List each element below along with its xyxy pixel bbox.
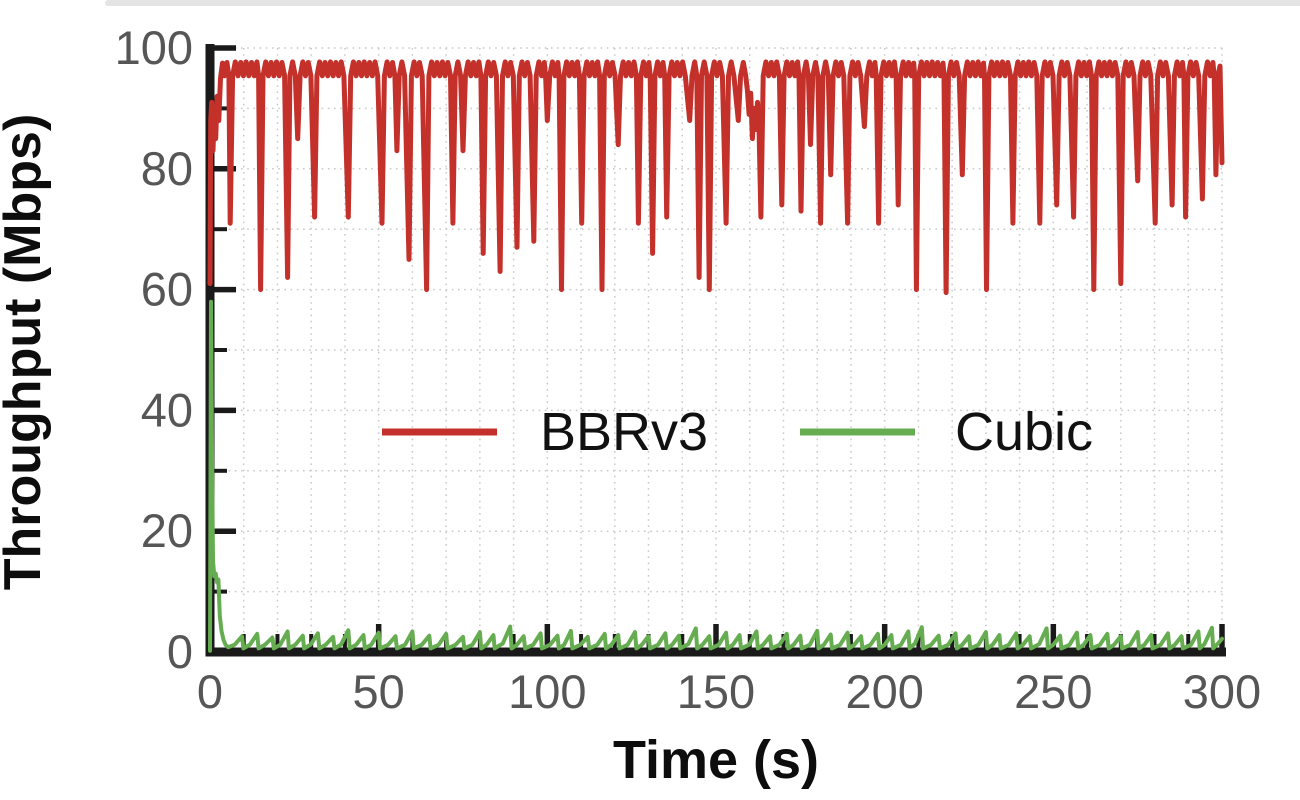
x-tick-label: 300 <box>1183 665 1261 718</box>
x-axis-title: Time (s) <box>613 730 819 790</box>
x-tick-label: 250 <box>1014 665 1092 718</box>
y-axis-title: Throughput (Mbps) <box>0 114 52 591</box>
y-tick-label: 100 <box>115 21 193 74</box>
series-layer <box>207 59 1225 653</box>
x-tick-label: 50 <box>353 665 405 718</box>
x-tick-label: 150 <box>677 665 755 718</box>
legend-label-cubic: Cubic <box>955 402 1093 462</box>
y-tick-label: 40 <box>141 383 193 436</box>
y-tick-label: 0 <box>167 625 193 678</box>
bbrv3-line <box>207 59 1225 296</box>
tick-label-layer: 0 20 40 60 80 100 0 50 100 150 200 250 300 <box>115 21 1262 718</box>
x-tick-label: 200 <box>845 665 923 718</box>
x-tick-label: 100 <box>508 665 586 718</box>
x-tick-label: 0 <box>197 665 223 718</box>
y-tick-label: 60 <box>141 263 193 316</box>
legend: BBRv3 Cubic <box>382 402 1093 462</box>
y-tick-label: 80 <box>141 142 193 195</box>
cubic-line <box>208 299 1224 653</box>
legend-label-bbrv3: BBRv3 <box>540 402 708 462</box>
top-strip <box>105 0 1300 6</box>
y-tick-label: 20 <box>141 504 193 557</box>
